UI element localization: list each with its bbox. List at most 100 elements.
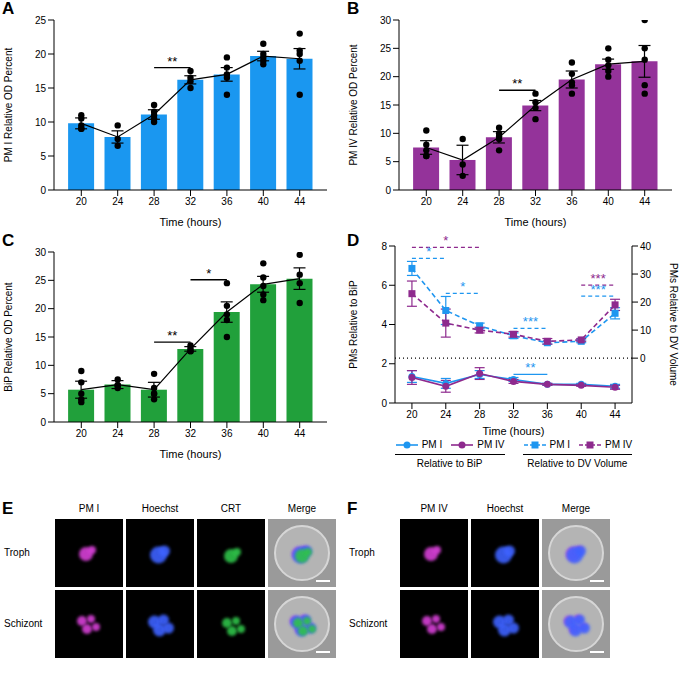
svg-text:4: 4	[381, 319, 387, 330]
svg-text:Time (hours): Time (hours)	[160, 448, 222, 460]
svg-text:**: **	[167, 54, 177, 69]
svg-text:*: *	[460, 279, 465, 294]
html-text:Relative to DV Volume: Relative to DV Volume	[527, 458, 628, 469]
svg-text:28: 28	[149, 196, 161, 207]
svg-text:**: **	[525, 360, 535, 375]
html-text:Schizont: Schizont	[349, 618, 388, 629]
svg-text:36: 36	[221, 196, 233, 207]
svg-text:44: 44	[639, 196, 651, 207]
svg-text:PMs Relative to DV Volume: PMs Relative to DV Volume	[668, 263, 679, 386]
html-text:PM IV: PM IV	[420, 503, 448, 514]
svg-text:36: 36	[566, 196, 578, 207]
html-text:PM IV: PM IV	[605, 439, 633, 450]
svg-text:40: 40	[258, 196, 270, 207]
html-text:CRT: CRT	[220, 503, 242, 514]
svg-text:**: **	[512, 76, 522, 91]
svg-text:28: 28	[494, 196, 506, 207]
svg-text:20: 20	[380, 71, 392, 82]
svg-text:20: 20	[76, 196, 88, 207]
svg-text:20: 20	[406, 409, 418, 420]
svg-text:28: 28	[149, 428, 161, 439]
html-text:Merge: Merge	[287, 503, 317, 514]
svg-text:32: 32	[530, 196, 542, 207]
svg-text:20: 20	[421, 196, 433, 207]
svg-text:Time (hours): Time (hours)	[160, 216, 222, 228]
svg-text:0: 0	[385, 185, 391, 196]
svg-text:30: 30	[35, 247, 47, 258]
svg-text:40: 40	[640, 241, 652, 252]
svg-text:15: 15	[35, 332, 47, 343]
svg-text:**: **	[167, 328, 177, 343]
html-text:Relative to BiP: Relative to BiP	[416, 458, 483, 469]
svg-text:10: 10	[640, 325, 652, 336]
html-text:Hoechst: Hoechst	[486, 503, 524, 514]
svg-text:20: 20	[35, 49, 47, 60]
svg-text:15: 15	[380, 100, 392, 111]
html-text:C: C	[2, 231, 15, 250]
svg-text:40: 40	[576, 409, 588, 420]
svg-text:0: 0	[40, 417, 46, 428]
svg-text:0: 0	[640, 353, 646, 364]
svg-text:0: 0	[381, 398, 387, 409]
svg-text:PM IV Relative OD Percent: PM IV Relative OD Percent	[348, 44, 359, 165]
svg-text:25: 25	[380, 43, 392, 54]
html-text:D: D	[347, 231, 360, 250]
svg-text:15: 15	[35, 83, 47, 94]
html-text:Troph: Troph	[4, 547, 30, 558]
svg-text:***: ***	[591, 271, 606, 286]
svg-text:24: 24	[112, 196, 124, 207]
html-text:Troph: Troph	[349, 547, 375, 558]
svg-text:32: 32	[185, 196, 197, 207]
svg-text:*: *	[206, 266, 211, 281]
html-text:A: A	[2, 0, 15, 18]
svg-text:25: 25	[35, 15, 47, 26]
svg-text:2: 2	[381, 358, 387, 369]
svg-text:5: 5	[40, 151, 46, 162]
svg-text:44: 44	[294, 428, 306, 439]
svg-text:28: 28	[474, 409, 486, 420]
html-text:PM I: PM I	[549, 439, 571, 450]
svg-text:10: 10	[380, 128, 392, 139]
svg-text:32: 32	[185, 428, 197, 439]
html-text:Merge: Merge	[561, 503, 591, 514]
svg-text:25: 25	[35, 275, 47, 286]
svg-text:44: 44	[610, 409, 622, 420]
html-text:PM IV: PM IV	[477, 439, 505, 450]
svg-text:***: ***	[523, 314, 538, 329]
svg-text:30: 30	[640, 269, 652, 280]
html-text:F: F	[347, 499, 358, 518]
svg-text:*: *	[443, 233, 448, 248]
svg-text:40: 40	[258, 428, 270, 439]
svg-text:20: 20	[76, 428, 88, 439]
svg-text:Time (hours): Time (hours)	[505, 216, 567, 228]
html-text:PM I: PM I	[421, 439, 443, 450]
svg-text:Time (hours): Time (hours)	[483, 425, 545, 437]
svg-text:BiP Relative OD Percent: BiP Relative OD Percent	[3, 282, 14, 392]
svg-text:30: 30	[380, 15, 392, 26]
svg-text:32: 32	[508, 409, 520, 420]
svg-text:0: 0	[40, 185, 46, 196]
svg-text:20: 20	[35, 303, 47, 314]
html-text:Hoechst: Hoechst	[141, 503, 179, 514]
svg-text:40: 40	[603, 196, 615, 207]
svg-text:36: 36	[221, 428, 233, 439]
svg-text:10: 10	[35, 117, 47, 128]
svg-text:5: 5	[40, 388, 46, 399]
svg-text:8: 8	[381, 241, 387, 252]
html-text:E: E	[2, 499, 14, 518]
svg-text:PMs Relative to BiP: PMs Relative to BiP	[348, 280, 359, 369]
svg-text:*: *	[426, 244, 431, 259]
svg-text:24: 24	[457, 196, 469, 207]
svg-text:24: 24	[112, 428, 124, 439]
svg-text:5: 5	[385, 156, 391, 167]
html-text:Schizont: Schizont	[4, 618, 43, 629]
svg-text:36: 36	[542, 409, 554, 420]
svg-text:20: 20	[640, 297, 652, 308]
svg-text:44: 44	[294, 196, 306, 207]
html-text:B: B	[347, 0, 360, 18]
svg-text:10: 10	[35, 360, 47, 371]
svg-text:6: 6	[381, 280, 387, 291]
html-text:PM I: PM I	[78, 503, 100, 514]
svg-text:PM I Relative OD Percent: PM I Relative OD Percent	[3, 48, 14, 163]
svg-text:24: 24	[440, 409, 452, 420]
